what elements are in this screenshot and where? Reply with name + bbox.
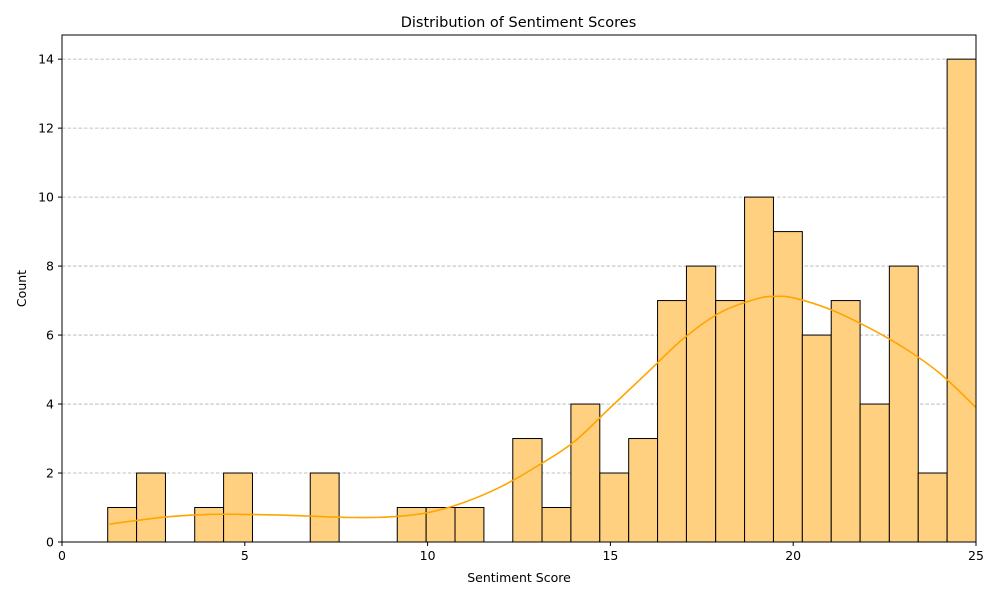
histogram-bar-19 (657, 300, 687, 543)
x-tick-label-2: 10 (420, 548, 436, 563)
histogram-bar-26 (859, 403, 890, 543)
x-tick-label-3: 15 (602, 548, 618, 563)
histogram-bar-11 (425, 507, 456, 543)
histogram-bar-10 (396, 507, 427, 543)
histogram-bar-17 (599, 472, 630, 543)
histogram-bar-29 (946, 58, 977, 543)
histogram-bar-3 (194, 507, 225, 543)
histogram-bar-27 (888, 265, 919, 543)
histogram-bar-24 (801, 334, 832, 543)
x-tick-label-0: 0 (58, 548, 66, 563)
x-tick-label-5: 25 (968, 548, 984, 563)
histogram-bar-28 (917, 472, 948, 543)
x-tick-label-4: 20 (785, 548, 801, 563)
chart-title: Distribution of Sentiment Scores (401, 15, 637, 31)
kde-curve (109, 295, 977, 525)
histogram-bar-15 (541, 507, 572, 543)
histogram-bar-0 (107, 507, 138, 543)
histogram-bar-23 (772, 231, 803, 543)
y-axis-ticks: 0 2 4 6 8 10 12 14 (38, 52, 62, 550)
plot-frame (61, 34, 977, 543)
x-axis-ticks: 0 5 10 15 20 25 (58, 542, 984, 563)
y-tick-label-4: 8 (46, 259, 54, 274)
histogram-bar-7 (309, 472, 340, 543)
histogram-bar-25 (830, 300, 861, 543)
y-tick-label-1: 2 (46, 466, 54, 481)
histogram-bar-12 (454, 507, 485, 543)
y-tick-label-2: 4 (46, 397, 54, 412)
histogram-bar-22 (744, 196, 774, 543)
y-tick-label-5: 10 (38, 190, 54, 205)
histogram-bar-18 (628, 438, 659, 543)
histogram-bars (107, 58, 977, 543)
histogram-bar-21 (715, 300, 746, 543)
kde-curve-layer (109, 295, 977, 525)
y-tick-label-0: 0 (46, 535, 54, 550)
y-axis-label: Count (14, 270, 29, 307)
histogram-bar-16 (570, 403, 601, 543)
histogram-bar-4 (223, 472, 253, 543)
y-tick-label-7: 14 (38, 52, 54, 67)
x-axis-label: Sentiment Score (467, 570, 571, 585)
histogram-bar-14 (512, 438, 543, 543)
histogram-bar-20 (685, 265, 717, 543)
y-tick-label-6: 12 (38, 121, 54, 136)
histogram-bar-1 (136, 472, 166, 543)
y-tick-label-3: 6 (46, 328, 54, 343)
x-tick-label-1: 5 (241, 548, 249, 563)
